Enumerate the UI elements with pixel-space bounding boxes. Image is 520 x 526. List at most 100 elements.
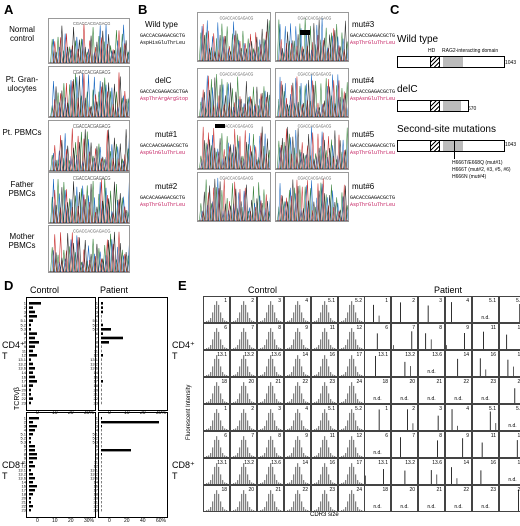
cdr3-histogram: 5.1: [311, 296, 338, 323]
tick: 0: [108, 410, 111, 416]
vb-bar: [101, 417, 102, 420]
vb-bar: [101, 465, 102, 468]
vb-tick: 7: [96, 335, 99, 340]
cdr3-histogram: 14: [445, 350, 472, 377]
vb-number: 24: [517, 487, 520, 493]
vb-tick: 16: [94, 483, 99, 488]
vb-number: 13.6: [432, 460, 442, 466]
cdr3-histogram: 7: [230, 323, 257, 350]
vb-bar: [101, 437, 102, 440]
vb-tick: 13.1: [90, 467, 99, 472]
vb-number: 23: [329, 487, 335, 493]
vb-bar: [101, 449, 131, 452]
vb-number: 7: [251, 325, 254, 331]
vb-bar: [29, 388, 31, 392]
cdr3-histogram: 3: [257, 296, 284, 323]
vb-bar: [29, 384, 33, 387]
vb-bar: [29, 367, 35, 370]
vb-number: 20: [409, 379, 415, 385]
panel-d-cd4-label: CD4⁺ T: [2, 340, 25, 361]
vb-tick: 6: [24, 443, 27, 448]
not-done-label: n.d.: [427, 369, 436, 375]
mut1-label: mut#1: [155, 130, 178, 139]
cdr3-histogram: 11: [311, 431, 338, 458]
vb-number: 13.2: [405, 352, 415, 358]
vb-tick: 12: [22, 353, 27, 358]
cdr3-histogram: 17: [338, 350, 365, 377]
tick: 30%: [156, 410, 167, 416]
not-done-label: n.d.: [481, 504, 490, 510]
cdr3-histogram: 20 n.d.: [391, 485, 418, 512]
delc-seq: GACCACGAGACGCTGA: [140, 89, 189, 95]
panel-e-cd8-label: CD8⁺ T: [172, 460, 195, 481]
vb-tick: 22: [22, 396, 27, 401]
panel-d-ylabel: TCRVβ: [14, 387, 21, 410]
vb-bar: [101, 315, 102, 318]
rag2-domain: [443, 57, 463, 67]
mutation-note: H666N (mut#4): [452, 174, 487, 180]
vb-bar: [29, 345, 35, 348]
panel-a-row-label: Father PBMCs: [8, 180, 36, 198]
tick: 20: [140, 410, 146, 416]
vb-tick: 5.1: [20, 431, 26, 436]
vb-tick: 8: [24, 340, 27, 345]
vb-chart: 1 2 3 4 5.1 5.2 5.3 6 7 8 9 11 12 13.1 13.2 13.6 14 16 17 1…: [18, 412, 96, 518]
vb-number: 4: [305, 298, 308, 304]
mutation-marker: [215, 124, 225, 128]
wild-type-seq: GACCACGAGACGCTG: [140, 33, 186, 39]
wt-length: 1043: [505, 60, 517, 66]
vb-bar: [29, 501, 31, 504]
vb-bar: [29, 336, 35, 340]
vb-bar: [29, 354, 37, 357]
not-done-label: n.d.: [508, 477, 517, 483]
cdr3-histogram: 24: [338, 377, 365, 404]
vb-number: 24: [517, 379, 520, 385]
vb-tick: 11: [22, 348, 27, 353]
rag2-label: RAG2-interacting domain: [442, 48, 499, 54]
vb-bar: [101, 461, 102, 464]
cdr3-histogram: 5.2: [499, 296, 520, 323]
vb-tick: 5.3: [92, 439, 98, 444]
tick: 10: [52, 410, 58, 416]
vb-tick: 23: [94, 507, 99, 512]
cdr3-histogram: 3: [418, 404, 445, 431]
vb-tick: 17: [22, 487, 27, 492]
cdr3-histogram: 20 n.d.: [391, 377, 418, 404]
vb-number: 13.6: [271, 460, 281, 466]
vb-bar: [101, 477, 102, 480]
vb-tick: 17: [94, 379, 99, 384]
vb-bar: [29, 437, 31, 440]
chromatogram: CGACCACGAGACG: [197, 120, 271, 170]
vb-bar: [101, 433, 102, 436]
vb-tick: 2: [96, 419, 99, 424]
vb-number: 13.2: [244, 352, 254, 358]
cdr3-histogram: 23 n.d.: [472, 485, 499, 512]
vb-number: 7: [251, 433, 254, 439]
vb-bar: [101, 362, 102, 366]
cdr3-histogram: 6: [364, 323, 391, 350]
not-done-label: n.d.: [427, 396, 436, 402]
vb-bar: [29, 401, 31, 405]
vb-bar: [29, 505, 33, 508]
vb-bar: [101, 349, 102, 353]
vb-tick: 14: [22, 479, 27, 484]
vb-number: 20: [409, 487, 415, 493]
cdr3-histogram: 5.2 n.d.: [499, 404, 520, 431]
vb-bar: [101, 397, 102, 400]
svg-text:CGACCACGAGACG: CGACCACGAGACG: [298, 71, 332, 77]
cdr3-histogram: 22: [284, 485, 311, 512]
cdr3-histogram: 14: [284, 458, 311, 485]
vb-number: 20: [248, 487, 254, 493]
vb-chart: 1 2 3 4 5.1 5.2 5.3 6 7 8 9 11 12 13.1 13.2 13.6 14 16 17 1…: [18, 297, 96, 411]
vb-bar: [101, 306, 103, 309]
wild-type-aa: AspHisGluThrLeu: [140, 40, 186, 46]
vb-bar: [29, 509, 31, 512]
vb-tick: 21: [22, 392, 27, 397]
vb-bar: [101, 367, 102, 370]
vb-tick: 5.3: [20, 327, 26, 332]
panel-label-a: A: [4, 2, 14, 17]
vb-number: 21: [275, 487, 281, 493]
vb-number: 5.1: [489, 298, 496, 304]
not-done-label: n.d.: [400, 396, 409, 402]
vb-tick: 12: [22, 463, 27, 468]
